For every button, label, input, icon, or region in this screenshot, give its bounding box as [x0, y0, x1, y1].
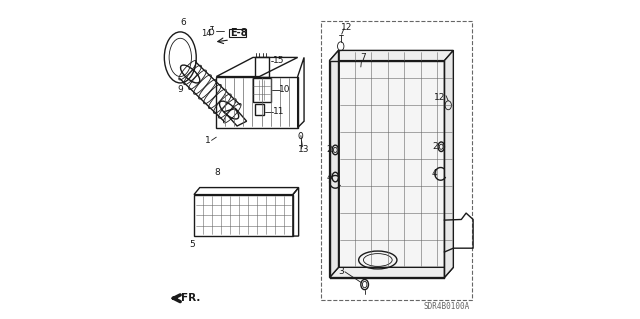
- Text: 2: 2: [326, 145, 332, 154]
- Bar: [321, 21, 472, 300]
- Text: 15: 15: [273, 56, 284, 65]
- Text: 4: 4: [326, 173, 332, 182]
- Polygon shape: [444, 50, 453, 278]
- Text: 10: 10: [279, 85, 291, 94]
- Text: 4: 4: [432, 169, 438, 178]
- Polygon shape: [330, 267, 453, 278]
- Text: 6: 6: [180, 18, 186, 27]
- Text: 13: 13: [298, 145, 309, 154]
- Text: 8: 8: [214, 168, 220, 177]
- Text: SDR4B0100A: SDR4B0100A: [423, 302, 469, 311]
- Text: 7: 7: [360, 53, 366, 62]
- Polygon shape: [339, 50, 453, 267]
- Text: 5: 5: [189, 240, 195, 249]
- Bar: [255, 57, 269, 77]
- Text: 11: 11: [273, 107, 284, 116]
- Polygon shape: [330, 50, 339, 278]
- Text: 9: 9: [177, 85, 183, 94]
- Text: E-8: E-8: [230, 28, 248, 38]
- Bar: [194, 195, 293, 236]
- Text: 12: 12: [341, 23, 353, 32]
- Text: 14: 14: [201, 29, 211, 38]
- Text: 12: 12: [434, 93, 445, 102]
- Bar: [255, 104, 264, 115]
- Bar: [253, 78, 271, 102]
- Polygon shape: [330, 50, 453, 61]
- Text: 1: 1: [205, 136, 211, 145]
- Text: 2: 2: [432, 142, 438, 151]
- Text: 3: 3: [338, 267, 344, 276]
- Bar: [229, 29, 246, 37]
- Text: FR.: FR.: [181, 293, 200, 303]
